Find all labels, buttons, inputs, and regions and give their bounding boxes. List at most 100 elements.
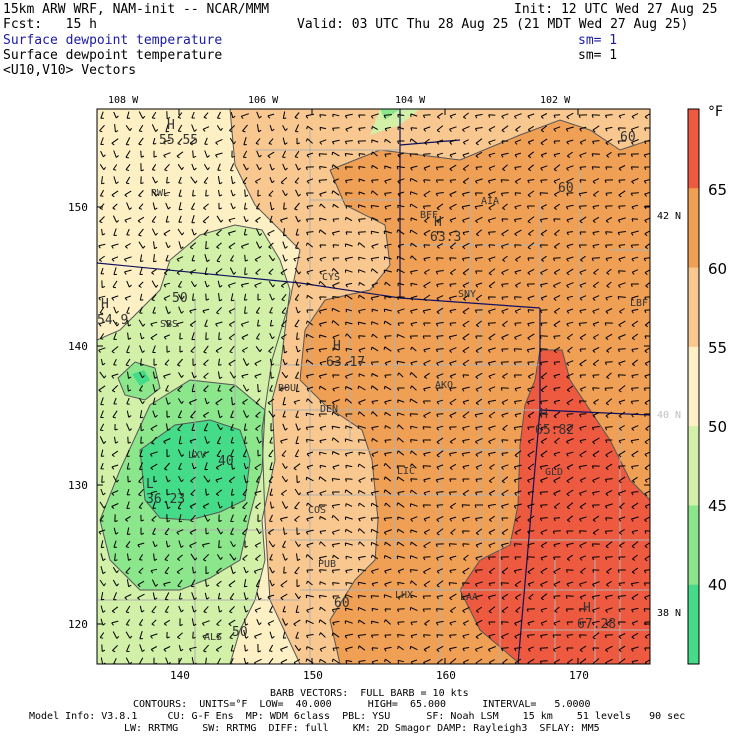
wind-barb [604, 114, 613, 119]
wind-barb [282, 163, 288, 171]
wind-barb [190, 280, 197, 288]
wind-barb [306, 634, 314, 639]
wind-barb [566, 217, 574, 223]
wind-barb [358, 269, 366, 273]
wind-barb [422, 439, 431, 443]
wind-barb [358, 166, 366, 170]
wind-barb [177, 398, 184, 404]
wind-barb [449, 322, 457, 327]
wind-barb [228, 619, 236, 627]
wind-barb [358, 308, 366, 314]
wind-barb [344, 153, 353, 157]
wind-barb [281, 450, 287, 457]
wind-barb [475, 216, 483, 224]
wind-barb [539, 413, 548, 417]
wind-barb [319, 269, 327, 275]
wind-barb [345, 192, 353, 196]
wind-barb [257, 384, 262, 393]
wind-barb [540, 620, 548, 626]
wind-barb [205, 241, 209, 250]
wind-barb [566, 231, 574, 236]
wind-barb [370, 295, 380, 301]
wind-barb [488, 373, 496, 379]
wind-barb [630, 283, 639, 287]
wind-barb [124, 295, 131, 301]
wind-barb [630, 438, 639, 444]
wind-barb [566, 489, 574, 497]
wind-barb [566, 385, 574, 393]
wind-barb [345, 413, 353, 417]
wind-barb [319, 114, 327, 118]
wind-barb [269, 514, 273, 522]
wind-barb [229, 606, 235, 614]
wind-barb [553, 268, 561, 275]
wind-barb [487, 322, 496, 327]
wind-barb [436, 645, 444, 652]
wind-barb [578, 114, 588, 119]
wind-barb [244, 644, 249, 652]
wind-barb [139, 345, 145, 353]
wind-barb [488, 606, 496, 614]
wind-barb [578, 244, 587, 248]
wind-barb [513, 348, 522, 352]
wind-barb [592, 321, 600, 327]
wind-barb [202, 633, 210, 639]
wind-barb [216, 423, 223, 431]
wind-barb [462, 164, 470, 172]
wind-barb [204, 137, 208, 145]
wind-barb [318, 504, 327, 508]
station-cys: CYS [322, 272, 340, 283]
wind-barb [306, 269, 314, 275]
vector-title: <U10,V10> Vectors [3, 63, 137, 78]
wind-barb [243, 462, 249, 470]
wind-barb [449, 463, 457, 470]
wind-barb [501, 606, 509, 614]
wind-barb [166, 345, 171, 353]
wind-barb [500, 582, 509, 586]
wind-barb [345, 464, 353, 469]
wind-barb [357, 555, 366, 561]
wind-barb [137, 216, 145, 223]
wind-barb [216, 449, 222, 458]
wind-barb [267, 229, 275, 237]
station-lic: LIC [397, 466, 415, 477]
wind-barb [618, 582, 626, 587]
wind-barb [553, 399, 561, 405]
wind-barb [553, 361, 561, 366]
wind-barb [283, 527, 288, 535]
wind-barb [331, 268, 339, 274]
wind-barb [358, 335, 366, 339]
wind-barb [631, 412, 639, 418]
station-gld: GLD [545, 467, 563, 478]
colorbar-unit: °F [708, 104, 723, 120]
wind-barb [358, 502, 365, 508]
wind-barb [449, 398, 457, 406]
wind-barb [305, 138, 313, 144]
wind-barb [579, 386, 586, 392]
wind-barb [397, 114, 405, 118]
wind-barb [149, 451, 158, 457]
wind-barb [618, 385, 626, 393]
wind-barb [358, 204, 366, 208]
wind-barb [176, 567, 184, 575]
wind-barb [370, 205, 379, 209]
wind-barb [383, 308, 392, 313]
wind-barb [605, 439, 613, 443]
wind-barb [384, 218, 392, 223]
wind-barb [164, 592, 170, 601]
wind-barb [474, 646, 483, 652]
wind-barb [124, 217, 132, 223]
wind-barb [631, 567, 639, 575]
wind-barb [178, 294, 184, 301]
wind-barb [606, 567, 612, 574]
wind-barb [474, 113, 483, 119]
wind-barb [370, 256, 379, 262]
wind-barb [165, 657, 171, 664]
wind-barb [410, 516, 418, 522]
wind-barb [540, 138, 548, 146]
colorbar-label: 60 [708, 260, 727, 278]
wind-barb [138, 657, 144, 664]
wind-barb [140, 163, 145, 172]
wind-barb [204, 397, 210, 405]
wind-barb [230, 202, 236, 210]
